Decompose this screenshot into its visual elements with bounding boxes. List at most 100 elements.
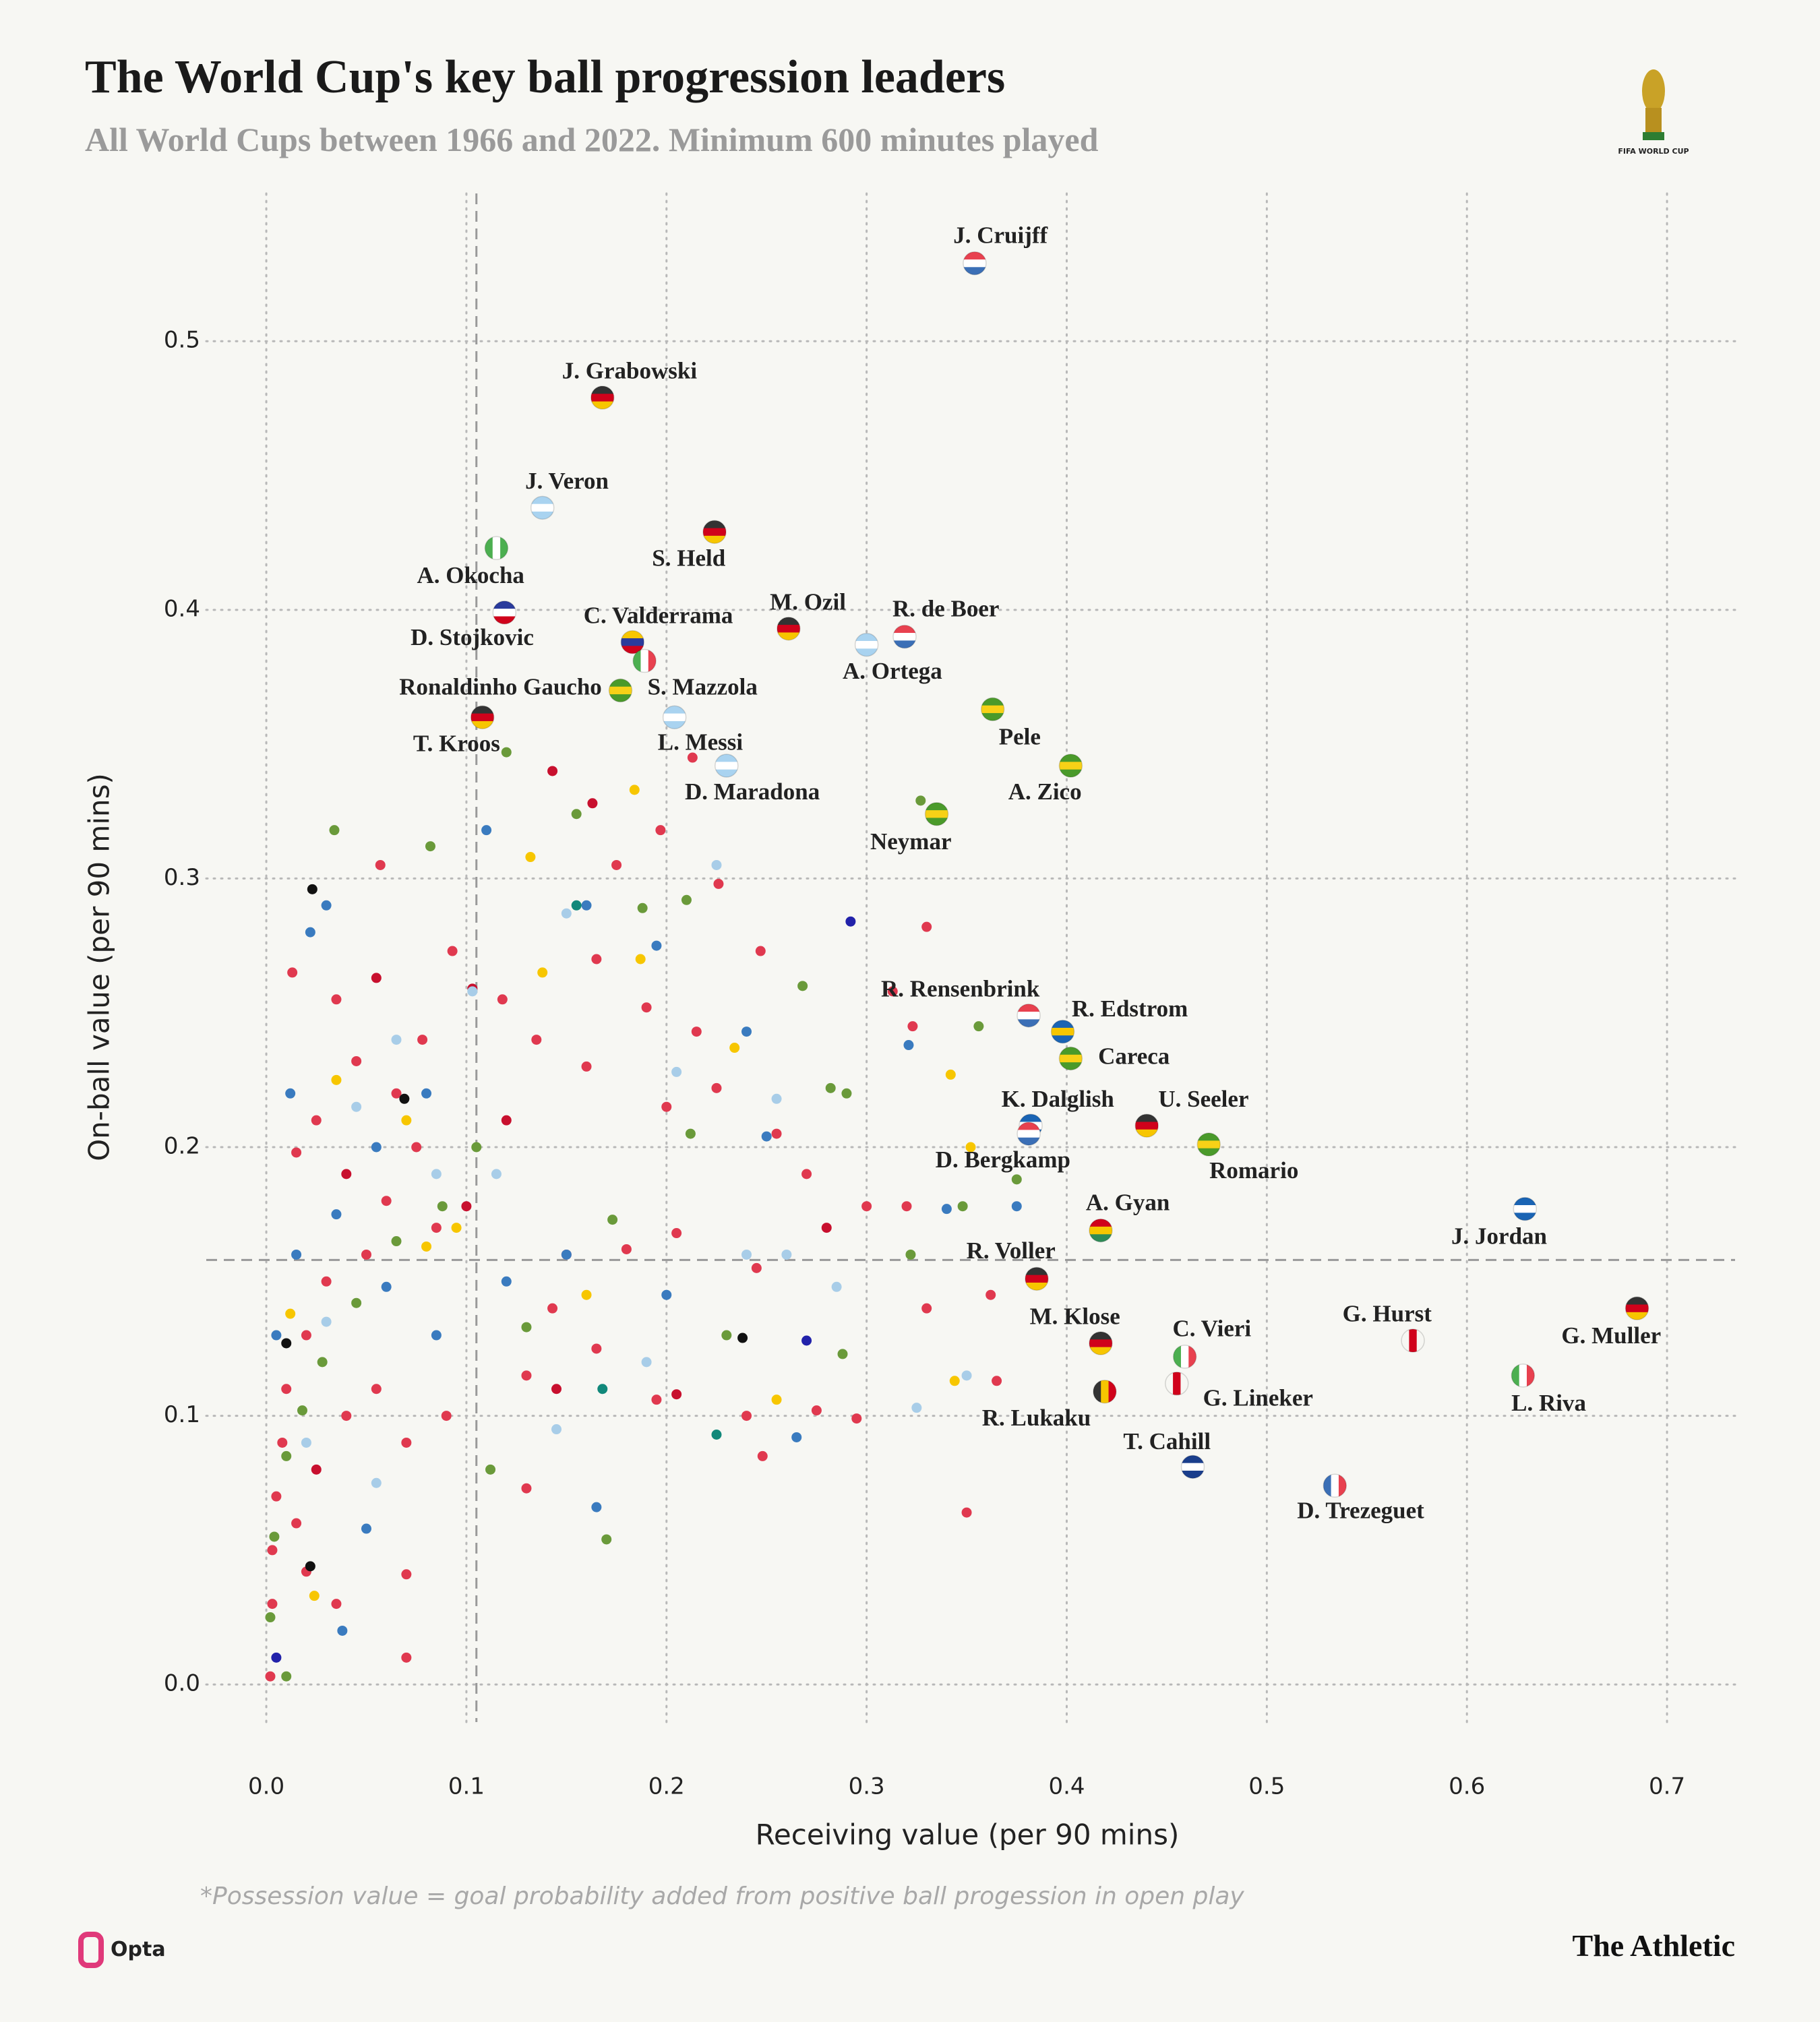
data-point (661, 1101, 672, 1112)
data-point (629, 785, 640, 795)
flag-stripe (1513, 1197, 1537, 1206)
flag-stripe (471, 713, 494, 722)
player-label: M. Klose (1030, 1304, 1120, 1330)
flag-stripe (1625, 1304, 1649, 1313)
data-point (311, 1464, 322, 1475)
data-point (973, 1021, 984, 1032)
data-point (547, 1303, 558, 1314)
player-label: Careca (1098, 1043, 1170, 1070)
data-point (845, 916, 856, 927)
data-point (425, 841, 435, 852)
data-point (497, 994, 508, 1005)
x-tick-label: 0.5 (1248, 1773, 1285, 1800)
y-axis-label: On-ball value (per 90 mins) (83, 773, 116, 1161)
flag-stripe (1025, 1282, 1048, 1291)
data-point (907, 1021, 918, 1032)
data-point (671, 1066, 682, 1077)
data-point (525, 852, 536, 863)
flag-stripe (1093, 1380, 1101, 1403)
data-point (271, 1652, 282, 1663)
flag-outline (1323, 1473, 1347, 1498)
data-point (581, 1289, 592, 1300)
flag-stripe (1181, 1463, 1205, 1471)
data-point (561, 1249, 572, 1260)
player-label: A. Gyan (1086, 1189, 1170, 1215)
data-point (351, 1055, 362, 1066)
data-point (501, 1115, 512, 1126)
data-point (401, 1652, 412, 1663)
data-point (921, 921, 932, 932)
flag-outline (1017, 1003, 1041, 1028)
data-point (285, 1308, 296, 1319)
data-point (399, 1093, 410, 1104)
player-label: K. Dalglish (1002, 1086, 1114, 1112)
flag-stripe (1625, 1297, 1649, 1305)
data-point (341, 1169, 352, 1180)
flag-stripe (855, 640, 878, 649)
data-point (945, 1069, 956, 1080)
flag-stripe (1059, 1062, 1083, 1070)
flag-stripe (590, 394, 614, 402)
flag-stripe (1089, 1339, 1112, 1348)
y-tick-label: 0.4 (164, 595, 200, 622)
data-point (771, 1128, 782, 1139)
flag-outline (1093, 1379, 1117, 1404)
player-flag (893, 625, 917, 648)
x-tick-label: 0.7 (1649, 1773, 1685, 1800)
player-label: L. Riva (1511, 1390, 1586, 1416)
data-point (941, 1204, 952, 1215)
flag-outline (1058, 1046, 1083, 1071)
flag-stripe (925, 802, 948, 811)
flag-stripe (1180, 1345, 1189, 1368)
player-flag (1511, 1364, 1535, 1387)
flag-stripe (1059, 762, 1083, 770)
data-point (285, 1088, 296, 1099)
player-label: U. Seeler (1158, 1086, 1248, 1112)
player-flag (621, 630, 644, 654)
flag-outline (620, 630, 645, 654)
player-label: R. Lukaku (982, 1405, 1091, 1431)
flag-stripe (500, 537, 508, 560)
flag-stripe (663, 721, 686, 729)
flag-stripe (663, 713, 686, 722)
flag-outline (492, 601, 517, 625)
data-point (801, 1169, 812, 1180)
flag-stripe (1051, 1035, 1074, 1043)
logo-text: FIFA WORLD CUP (1618, 147, 1689, 156)
player-label: J. Veron (525, 468, 609, 494)
flag-outline (1025, 1266, 1049, 1291)
flag-stripe (493, 609, 516, 617)
flag-stripe (1181, 1455, 1205, 1464)
data-point (831, 1281, 842, 1292)
x-tick-label: 0.6 (1449, 1773, 1485, 1800)
flag-stripe (621, 646, 644, 654)
data-point (961, 1370, 972, 1381)
player-flag (1059, 754, 1083, 778)
data-point (911, 1403, 922, 1413)
flag-outline (963, 251, 987, 276)
flag-stripe (1181, 1471, 1205, 1479)
data-point (737, 1332, 748, 1343)
flag-stripe (663, 706, 686, 714)
y-tick-label: 0.5 (164, 327, 200, 354)
flag-outline (632, 648, 657, 673)
flag-outline (484, 536, 509, 560)
player-flag (1165, 1372, 1188, 1395)
flag-stripe (1173, 1372, 1181, 1395)
player-label: D. Maradona (685, 778, 820, 805)
flag-outline (715, 754, 739, 778)
publisher: The Athletic (1573, 1928, 1735, 1963)
flag-stripe (493, 616, 516, 624)
data-point (1011, 1201, 1022, 1212)
data-point (741, 1411, 752, 1421)
fifa-logo: FIFA WORLD CUP (1618, 69, 1689, 156)
flag-stripe (485, 537, 493, 560)
flag-stripe (981, 705, 1004, 714)
flag-stripe (1416, 1328, 1425, 1352)
flag-outline (1134, 1113, 1159, 1138)
x-axis-label: Receiving value (per 90 mins) (756, 1818, 1180, 1851)
data-point (591, 954, 602, 964)
flag-stripe (981, 712, 1004, 721)
data-point (305, 1561, 315, 1572)
data-point (905, 1249, 916, 1260)
